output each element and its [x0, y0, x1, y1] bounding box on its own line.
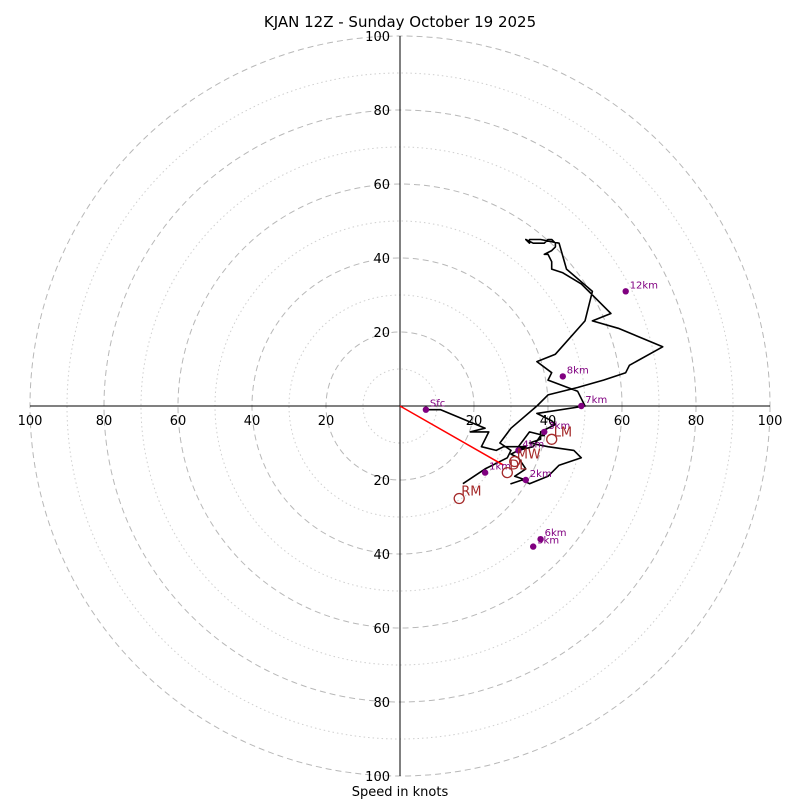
height-marker-label: 8km — [567, 365, 589, 376]
hodograph-trace — [425, 238, 664, 485]
height-marker-label: 7km — [585, 395, 607, 406]
y-tick-label: 100 — [365, 30, 390, 45]
hodograph-trace-group — [425, 238, 664, 485]
height-marker: Sfc — [422, 399, 445, 413]
height-marker-dot — [515, 447, 522, 454]
height-marker-label: 3km — [548, 421, 570, 432]
height-marker-dot — [522, 476, 529, 484]
storm-motion-circle — [546, 433, 558, 445]
y-tick-label: 40 — [373, 252, 390, 267]
height-marker-label: 5km — [537, 536, 559, 547]
storm-motion-marker: DL — [501, 459, 527, 479]
y-tick-label: 80 — [373, 696, 390, 711]
height-marker: 2km — [522, 469, 552, 484]
height-marker: 5km — [530, 536, 559, 550]
height-marker-label: Sfc — [430, 399, 445, 410]
height-marker: 3km — [541, 421, 570, 436]
height-marker-dot — [559, 373, 566, 380]
height-marker-dot — [578, 402, 585, 410]
height-marker-dot — [481, 469, 489, 476]
x-tick-label: 40 — [244, 414, 261, 429]
x-tick-label: 80 — [688, 414, 705, 429]
storm-motion-circle — [453, 492, 465, 505]
y-tick-label: 100 — [365, 770, 390, 785]
height-marker: 1km — [481, 462, 511, 476]
height-marker: 8km — [559, 365, 589, 380]
height-marker: 6km — [537, 528, 567, 543]
x-tick-label: 60 — [614, 414, 631, 429]
x-tick-label: 80 — [96, 414, 113, 429]
shear-vector-line — [399, 405, 504, 466]
storm-motion-label: LM — [554, 425, 572, 440]
height-marker: 7km — [578, 395, 607, 410]
y-tick-label: 80 — [373, 104, 390, 119]
height-marker-label: 1km — [489, 462, 511, 473]
storm-motion-label: MW — [517, 448, 541, 463]
height-marker: 12km — [622, 280, 658, 295]
y-tick-label: 20 — [373, 326, 390, 341]
height-marker-dot — [422, 406, 430, 413]
height-marker-label: 6km — [545, 528, 567, 539]
height-marker: 4km — [515, 439, 544, 454]
x-tick-label: 20 — [318, 414, 335, 429]
storm-motion-marker: MW — [509, 448, 541, 468]
storm-motion-circle — [501, 466, 513, 479]
x-tick-label: 60 — [170, 414, 187, 429]
x-tick-label: 100 — [758, 414, 783, 429]
x-axis-label: Speed in knots — [352, 785, 449, 800]
y-tick-label: 20 — [373, 474, 390, 489]
storm-motion-circle — [509, 455, 521, 468]
y-tick-label: 60 — [373, 622, 390, 637]
chart-title: KJAN 12Z - Sunday October 19 2025 — [264, 13, 536, 31]
y-tick-label: 40 — [373, 548, 390, 563]
tick-labels: 100 80 60 40 20 20 40 60 80 100100806040202040608… — [18, 30, 783, 785]
height-marker-dot — [537, 536, 544, 543]
y-tick-label: 60 — [373, 178, 390, 193]
height-marker-label: 4km — [522, 439, 544, 450]
storm-motion-marker: LM — [546, 425, 572, 445]
height-marker-dot — [541, 428, 548, 436]
shear-vector-group — [399, 405, 504, 466]
storm-motion-label: RM — [461, 485, 481, 500]
height-marker-label: 12km — [630, 280, 658, 291]
height-marker-dot — [622, 288, 629, 295]
x-tick-label: 100 — [18, 414, 43, 429]
height-marker-label: 2km — [530, 469, 552, 480]
storm-motion-marker: RM — [453, 485, 481, 505]
storm-motion-label: DL — [509, 459, 527, 474]
storm-motion-markers: MW LM RM DL — [453, 425, 572, 505]
height-marker-dot — [530, 543, 537, 550]
